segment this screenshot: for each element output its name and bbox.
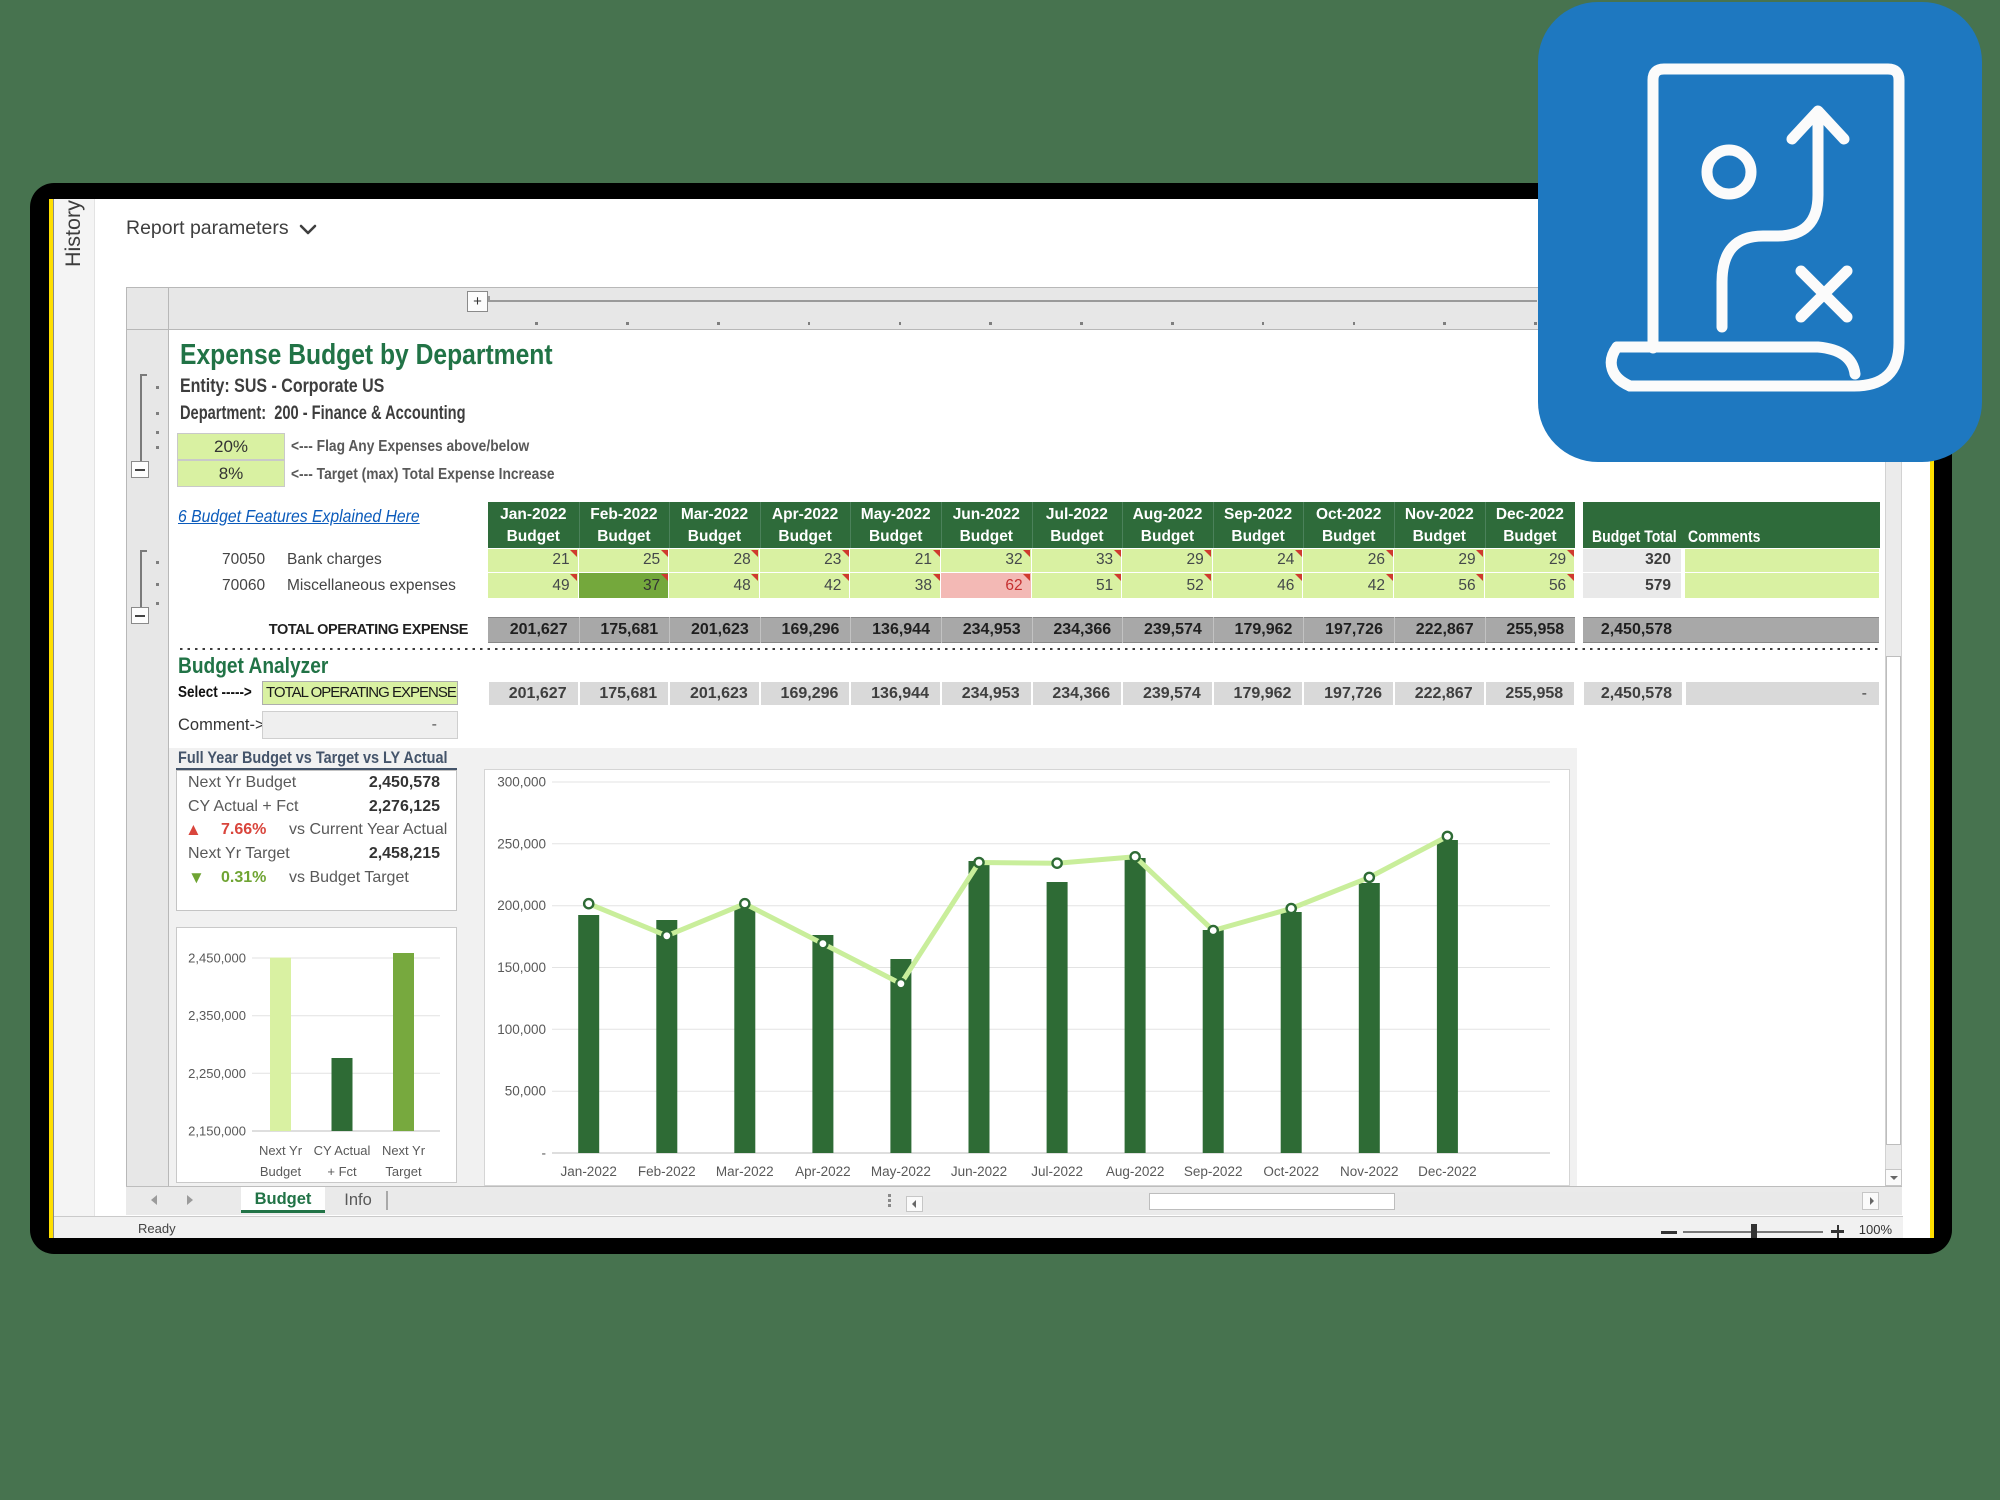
svg-text:+ Fct: + Fct: [327, 1164, 357, 1179]
svg-text:Nov-2022: Nov-2022: [1340, 1164, 1399, 1179]
svg-text:Oct-2022: Oct-2022: [1263, 1164, 1319, 1179]
svg-text:2,150,000: 2,150,000: [188, 1124, 246, 1139]
svg-text:CY Actual: CY Actual: [314, 1143, 371, 1158]
svg-text:Apr-2022: Apr-2022: [795, 1164, 851, 1179]
svg-text:-: -: [542, 1146, 547, 1161]
svg-text:Next Yr: Next Yr: [382, 1143, 426, 1158]
svg-text:200,000: 200,000: [497, 898, 546, 913]
svg-text:2,350,000: 2,350,000: [188, 1008, 246, 1023]
svg-text:Mar-2022: Mar-2022: [716, 1164, 774, 1179]
svg-text:May-2022: May-2022: [871, 1164, 931, 1179]
svg-text:2,250,000: 2,250,000: [188, 1066, 246, 1081]
svg-text:50,000: 50,000: [505, 1084, 546, 1099]
svg-text:Feb-2022: Feb-2022: [638, 1164, 696, 1179]
svg-text:100,000: 100,000: [497, 1022, 546, 1037]
svg-text:Target: Target: [385, 1164, 422, 1179]
svg-text:250,000: 250,000: [497, 836, 546, 851]
svg-text:Jan-2022: Jan-2022: [561, 1164, 617, 1179]
svg-text:2,450,000: 2,450,000: [188, 951, 246, 966]
svg-text:Jul-2022: Jul-2022: [1031, 1164, 1083, 1179]
svg-text:Sep-2022: Sep-2022: [1184, 1164, 1243, 1179]
svg-text:150,000: 150,000: [497, 960, 546, 975]
svg-text:Budget: Budget: [260, 1164, 302, 1179]
svg-text:Jun-2022: Jun-2022: [951, 1164, 1007, 1179]
svg-text:Dec-2022: Dec-2022: [1418, 1164, 1477, 1179]
svg-text:Next Yr: Next Yr: [259, 1143, 303, 1158]
svg-text:300,000: 300,000: [497, 775, 546, 790]
svg-text:Aug-2022: Aug-2022: [1106, 1164, 1165, 1179]
